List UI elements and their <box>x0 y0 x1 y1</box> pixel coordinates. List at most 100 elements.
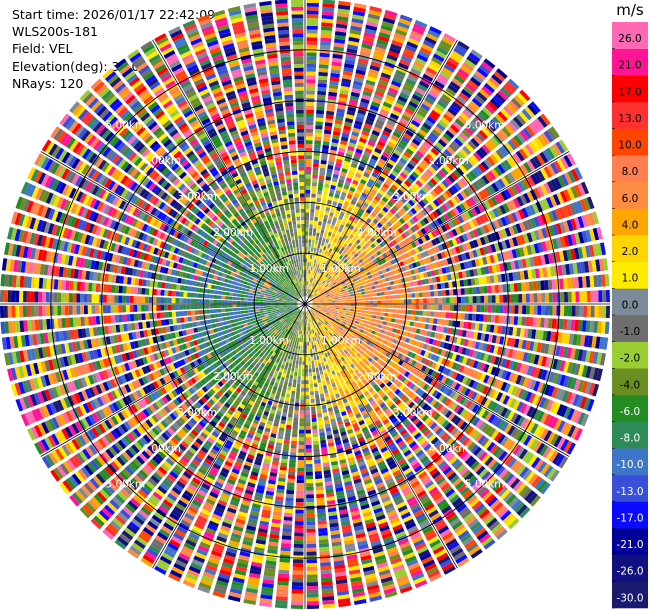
velocity-gate <box>453 74 465 85</box>
velocity-gate <box>302 326 304 331</box>
velocity-gate <box>339 93 349 99</box>
velocity-gate <box>341 78 352 84</box>
velocity-gate <box>360 158 368 165</box>
velocity-gate <box>338 298 343 301</box>
velocity-gate <box>305 391 310 396</box>
velocity-gate <box>291 582 304 587</box>
velocity-gate <box>314 390 319 395</box>
velocity-gate <box>434 290 439 297</box>
velocity-gate <box>286 424 292 430</box>
velocity-gate <box>312 255 316 260</box>
velocity-gate <box>471 313 477 321</box>
velocity-gate <box>365 24 378 32</box>
velocity-gate <box>285 501 294 506</box>
velocity-gate <box>421 285 427 291</box>
velocity-gate <box>343 234 349 240</box>
velocity-gate <box>293 547 304 552</box>
velocity-gate <box>321 285 325 289</box>
velocity-gate <box>328 157 336 163</box>
velocity-gate <box>373 296 378 300</box>
velocity-gate <box>396 299 401 304</box>
velocity-gate <box>426 93 437 102</box>
velocity-gate <box>430 291 435 297</box>
velocity-gate <box>411 304 416 310</box>
velocity-gate <box>313 440 319 445</box>
velocity-gate <box>349 313 354 317</box>
velocity-gate <box>359 319 364 323</box>
velocity-gate <box>387 290 393 295</box>
instrument-label: WLS200s-181 <box>12 24 98 40</box>
velocity-gate <box>403 293 408 299</box>
velocity-gate <box>315 205 320 210</box>
velocity-gate <box>295 364 299 369</box>
velocity-gate <box>322 144 330 150</box>
velocity-gate <box>356 185 364 192</box>
velocity-gate <box>375 205 382 212</box>
velocity-gate <box>361 307 366 311</box>
velocity-gate <box>387 211 394 218</box>
velocity-gate <box>401 114 411 122</box>
velocity-gate <box>475 314 481 322</box>
velocity-gate <box>533 293 538 303</box>
velocity-gate <box>400 304 405 309</box>
velocity-gate <box>458 92 470 102</box>
velocity-gate <box>311 341 314 346</box>
velocity-gate <box>391 313 396 318</box>
velocity-gate <box>415 292 420 298</box>
velocity-gate <box>353 80 363 87</box>
velocity-gate <box>294 532 304 537</box>
velocity-gate <box>375 315 381 320</box>
velocity-gate <box>319 354 323 360</box>
velocity-gate <box>338 307 343 310</box>
velocity-gate <box>374 147 382 155</box>
velocity-gate <box>365 208 372 215</box>
velocity-gate <box>305 395 310 400</box>
velocity-gate <box>447 57 460 67</box>
velocity-gate <box>368 192 375 199</box>
velocity-gate <box>438 297 443 304</box>
velocity-gate <box>382 182 390 190</box>
velocity-gate <box>311 193 316 198</box>
velocity-gate <box>298 433 305 438</box>
velocity-gate <box>363 211 370 218</box>
velocity-gate <box>293 414 299 419</box>
velocity-gate <box>386 321 391 327</box>
velocity-gate <box>366 182 373 189</box>
velocity-gate <box>316 497 325 502</box>
velocity-gate <box>334 123 342 129</box>
velocity-gate <box>438 119 448 129</box>
velocity-gate <box>341 251 346 257</box>
velocity-gate <box>283 404 289 410</box>
velocity-gate <box>409 141 419 150</box>
velocity-gate <box>399 294 404 299</box>
velocity-gate <box>314 243 318 248</box>
velocity-gate <box>414 286 419 292</box>
velocity-gate <box>292 574 304 579</box>
velocity-gate <box>354 120 363 126</box>
velocity-gate <box>364 83 375 90</box>
velocity-gate <box>357 312 362 316</box>
velocity-gate <box>358 282 363 286</box>
velocity-gate <box>306 44 317 49</box>
velocity-gate <box>351 255 356 261</box>
velocity-gate <box>377 212 384 219</box>
velocity-gate <box>365 227 371 233</box>
velocity-gate <box>483 285 488 294</box>
velocity-gate <box>382 321 387 326</box>
velocity-gate <box>428 112 439 122</box>
velocity-gate <box>459 132 469 142</box>
velocity-gate <box>349 99 359 105</box>
velocity-gate <box>491 305 496 313</box>
velocity-gate <box>328 91 338 97</box>
velocity-gate <box>370 221 376 228</box>
velocity-gate <box>333 270 338 275</box>
velocity-gate <box>377 308 382 312</box>
velocity-gate <box>320 304 325 306</box>
velocity-gate <box>317 244 321 249</box>
velocity-gate <box>306 513 315 518</box>
velocity-gate <box>317 256 321 261</box>
velocity-gate <box>309 262 312 267</box>
velocity-gate <box>306 56 317 61</box>
velocity-gate <box>308 289 310 294</box>
velocity-gate <box>428 165 437 174</box>
